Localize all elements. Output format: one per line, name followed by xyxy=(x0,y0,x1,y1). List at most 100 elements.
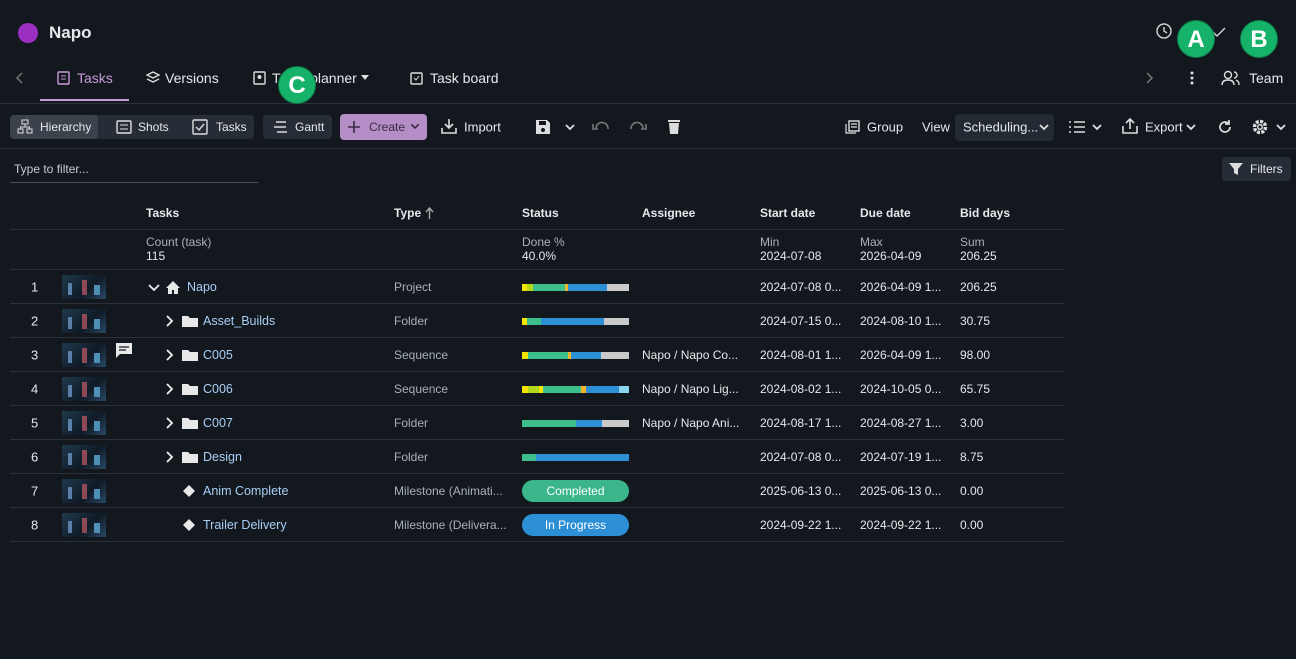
delete-button[interactable] xyxy=(668,119,680,135)
thumbnail xyxy=(62,377,106,401)
tab-icon xyxy=(253,71,266,85)
save-button[interactable] xyxy=(535,119,551,135)
status-segment xyxy=(576,420,602,427)
task-type: Folder xyxy=(394,314,429,328)
task-name[interactable]: Napo xyxy=(187,280,217,294)
row-icon xyxy=(182,518,196,535)
history-icon[interactable] xyxy=(1155,22,1173,40)
thumbnail xyxy=(62,411,106,435)
plus-icon xyxy=(348,121,360,133)
view-label: View xyxy=(922,119,950,135)
status-segment xyxy=(543,386,581,393)
task-name[interactable]: Asset_Builds xyxy=(203,314,276,328)
tabs-next[interactable] xyxy=(1143,71,1155,85)
badge: B xyxy=(1240,20,1278,58)
start-date: 2025-06-13 0... xyxy=(760,484,842,498)
view-select[interactable] xyxy=(955,114,1054,141)
row-icon xyxy=(165,280,181,298)
task-name[interactable]: C006 xyxy=(203,382,233,396)
status-segment xyxy=(571,352,601,359)
tabs-prev[interactable] xyxy=(14,71,26,85)
row-icon xyxy=(181,450,199,467)
task-type: Folder xyxy=(394,416,429,430)
row-divider xyxy=(10,303,1064,304)
summary-label: Done % xyxy=(522,235,565,249)
column-header: Type xyxy=(394,206,422,220)
column-header: Start date xyxy=(760,206,816,220)
group-button[interactable]: Group xyxy=(867,119,904,135)
status-segment xyxy=(527,318,541,325)
undo-button[interactable] xyxy=(592,120,610,132)
status-segment xyxy=(536,454,629,461)
tab-underline xyxy=(40,99,129,101)
expand-toggle xyxy=(148,281,160,296)
thumbnail xyxy=(62,513,106,537)
start-date: 2024-08-02 1... xyxy=(760,382,842,396)
row-number: 5 xyxy=(31,415,39,431)
row-icon xyxy=(181,314,199,331)
status-segment xyxy=(522,318,527,325)
project-title: Napo xyxy=(49,23,92,42)
due-date: 2025-06-13 0... xyxy=(860,484,942,498)
summary-value: 206.25 xyxy=(960,249,997,263)
more-menu[interactable] xyxy=(1189,70,1195,86)
redo-button[interactable] xyxy=(629,120,647,132)
tab[interactable]: Task board xyxy=(430,70,499,86)
task-type: Sequence xyxy=(394,382,449,396)
task-name[interactable]: C005 xyxy=(203,348,233,362)
status-segment xyxy=(604,318,629,325)
bid-days: 8.75 xyxy=(960,450,984,464)
note-icon xyxy=(115,342,133,362)
assignee: Napo / Napo Co... xyxy=(642,348,739,362)
bid-days: 30.75 xyxy=(960,314,991,328)
divider xyxy=(10,269,1064,270)
task-name[interactable]: Design xyxy=(203,450,242,464)
settings-button[interactable] xyxy=(1251,118,1269,136)
filters-label: Filters xyxy=(1250,162,1283,176)
export-button[interactable]: Export xyxy=(1145,119,1183,135)
tab[interactable]: Tasks xyxy=(77,70,113,86)
status-segment xyxy=(619,386,629,393)
caret xyxy=(1276,124,1286,131)
due-date: 2024-09-22 1... xyxy=(860,518,942,532)
due-date: 2024-08-10 1... xyxy=(860,314,942,328)
status-segment xyxy=(522,420,576,427)
summary-label: Count (task) xyxy=(146,235,212,249)
import-button[interactable]: Import xyxy=(464,119,501,135)
tab-icon xyxy=(146,71,160,83)
filter-input[interactable]: Type to filter... xyxy=(14,162,89,176)
status-segment xyxy=(533,284,565,291)
filters-button[interactable] xyxy=(1222,157,1291,181)
status-segment xyxy=(586,386,619,393)
tab-icon xyxy=(57,71,70,85)
tasks-button[interactable]: Tasks xyxy=(216,120,247,134)
expand-toggle xyxy=(165,383,175,398)
row-divider xyxy=(10,541,1064,542)
status-bar xyxy=(522,352,629,359)
expand-toggle xyxy=(165,315,175,330)
caret xyxy=(411,124,419,130)
row-number: 3 xyxy=(31,347,39,363)
row-divider xyxy=(10,473,1064,474)
tab[interactable]: Versions xyxy=(165,70,219,86)
caret[interactable] xyxy=(565,124,575,131)
bid-days: 3.00 xyxy=(960,416,984,430)
team-button[interactable]: Team xyxy=(1249,70,1284,86)
task-name[interactable]: C007 xyxy=(203,416,233,430)
task-name[interactable]: Anim Complete xyxy=(203,484,289,498)
row-number: 6 xyxy=(31,449,39,465)
assignee: Napo / Napo Ani... xyxy=(642,416,740,430)
task-name[interactable]: Trailer Delivery xyxy=(203,518,287,532)
status-segment xyxy=(607,284,629,291)
task-type: Milestone (Animati... xyxy=(394,484,503,498)
due-date: 2026-04-09 1... xyxy=(860,280,942,294)
bid-days: 65.75 xyxy=(960,382,991,396)
shots-button[interactable]: Shots xyxy=(138,120,169,134)
tab-icon xyxy=(410,72,423,85)
thumbnail xyxy=(62,343,106,367)
expand-toggle xyxy=(165,349,175,364)
columns-button[interactable] xyxy=(1068,120,1086,134)
status-segment xyxy=(522,352,528,359)
refresh-button[interactable] xyxy=(1217,119,1233,135)
